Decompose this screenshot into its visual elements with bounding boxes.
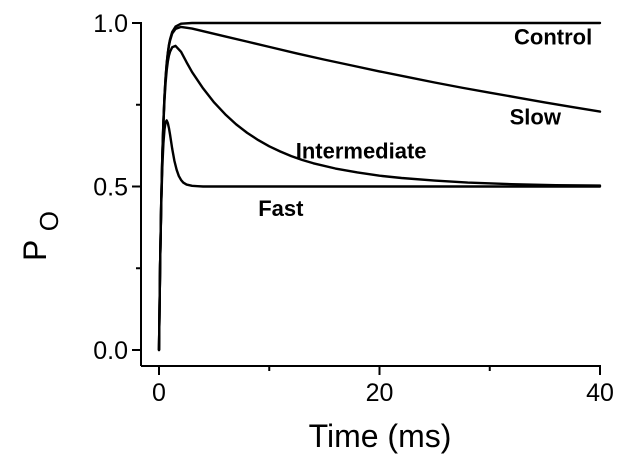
plot-lines <box>157 21 602 352</box>
y-axis-title-subscript: O <box>34 211 64 231</box>
series-line-intermediate <box>157 44 602 352</box>
series-labels: Control Slow Intermediate Fast <box>258 24 592 221</box>
series-label-slow: Slow <box>510 104 562 129</box>
series-line-fast <box>157 119 602 352</box>
y-tick-label: 1.0 <box>93 10 128 38</box>
y-tick-label: 0.5 <box>93 174 128 202</box>
series-label-control: Control <box>514 24 592 49</box>
x-tick-label: 20 <box>366 379 394 407</box>
series-line-slow <box>157 25 602 352</box>
x-axis-title: Time (ms) <box>309 418 452 454</box>
y-axis-title: P O <box>17 211 64 261</box>
y-axis-title-main: P <box>17 240 53 261</box>
series-label-fast: Fast <box>258 196 304 221</box>
series-label-intermediate: Intermediate <box>296 139 427 164</box>
axes <box>140 22 601 367</box>
x-tick-label: 40 <box>586 379 614 407</box>
tick-labels: 0 20 40 0.0 0.5 1.0 <box>93 10 614 407</box>
x-tick-label: 0 <box>152 379 166 407</box>
ticks <box>132 22 601 375</box>
y-tick-label: 0.0 <box>93 337 128 365</box>
